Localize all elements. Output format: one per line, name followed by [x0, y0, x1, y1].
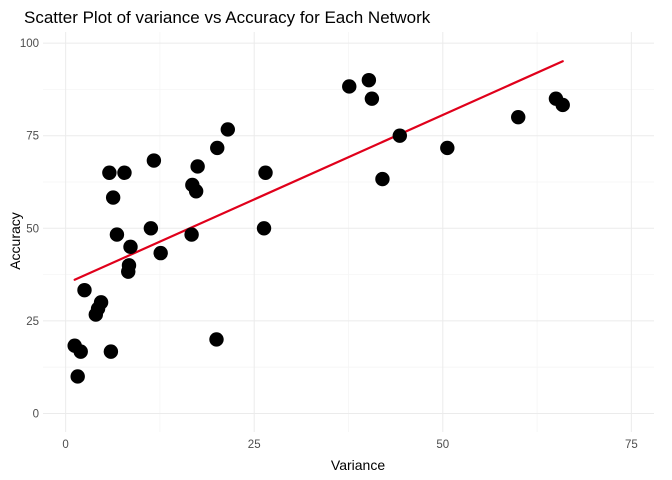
data-point [342, 79, 357, 94]
y-tick-label: 50 [26, 223, 39, 235]
data-point [103, 344, 119, 359]
x-tick-label: 50 [436, 439, 449, 451]
data-point [440, 140, 455, 156]
x-tick-label: 25 [248, 439, 261, 451]
x-tick-label: 75 [625, 439, 638, 451]
grid [43, 32, 654, 432]
data-point [555, 97, 570, 113]
data-point [392, 128, 407, 143]
chart-title: Scatter Plot of variance vs Accuracy for… [24, 8, 431, 27]
data-point [146, 153, 162, 168]
tick-labels: 0 25 50 75 0 25 50 75 100 [20, 38, 638, 451]
data-point [184, 227, 199, 242]
y-tick-label: 0 [33, 408, 39, 420]
data-point [256, 221, 272, 236]
data-point [105, 190, 121, 205]
data-point [188, 184, 204, 199]
data-point [190, 159, 205, 174]
x-axis-title: Variance [331, 457, 385, 473]
data-point [375, 171, 390, 187]
y-tick-label: 25 [26, 316, 39, 328]
data-point [364, 91, 380, 106]
data-point [109, 227, 125, 242]
y-tick-label: 100 [20, 38, 39, 50]
data-point [102, 165, 117, 180]
data-point [210, 140, 225, 156]
data-point [361, 72, 377, 88]
data-point [77, 282, 92, 298]
data-point [143, 221, 159, 236]
data-point [153, 245, 168, 261]
data-point [121, 258, 137, 273]
trend-line-group [73, 60, 564, 281]
trend-line [73, 60, 564, 281]
data-point [511, 109, 526, 125]
x-tick-label: 0 [62, 439, 68, 451]
y-tick-label: 75 [26, 131, 39, 143]
data-point [93, 295, 109, 310]
data-points [67, 72, 570, 384]
data-point [70, 369, 85, 384]
y-axis-title: Accuracy [7, 212, 23, 270]
data-point [220, 122, 236, 137]
data-point [209, 332, 224, 347]
data-point [258, 165, 273, 180]
data-point [73, 344, 88, 359]
data-point [123, 239, 138, 255]
data-point [117, 165, 132, 180]
